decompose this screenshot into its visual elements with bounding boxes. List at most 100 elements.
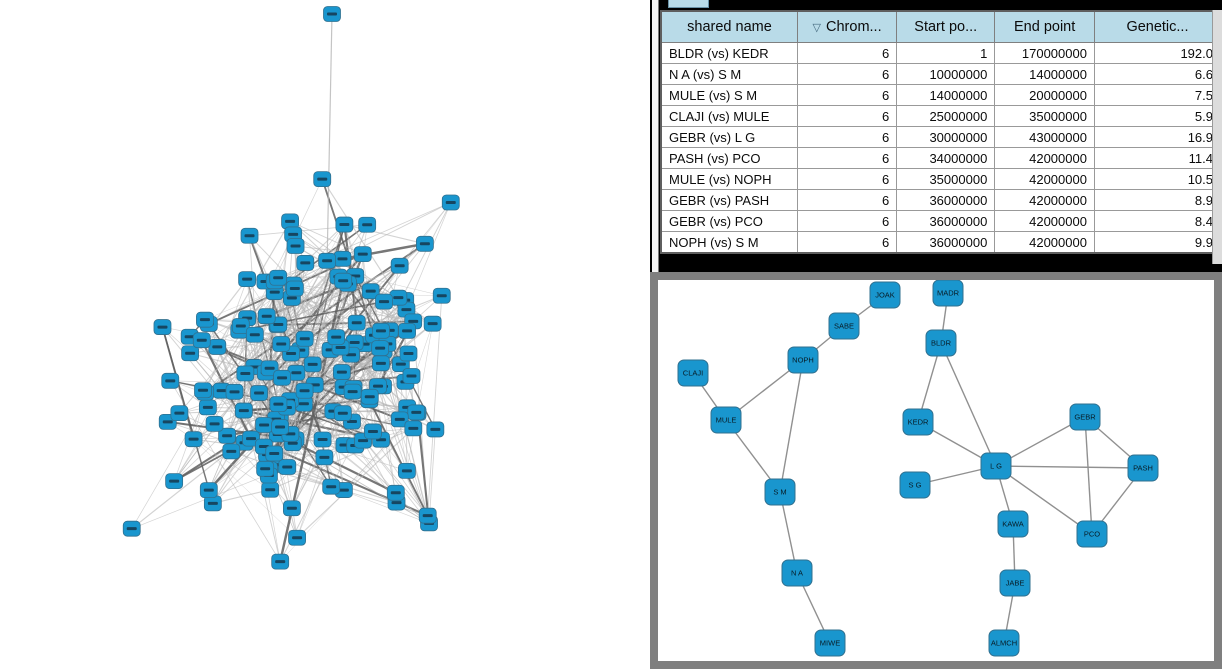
network-edge[interactable]	[295, 245, 363, 255]
table-cell[interactable]: 42000000	[994, 189, 1095, 211]
network-node[interactable]: SABE	[828, 312, 860, 340]
network-node[interactable]	[278, 459, 297, 475]
network-edge[interactable]	[364, 344, 374, 432]
table-cell[interactable]: 8.4	[1093, 210, 1222, 232]
network-edge[interactable]	[344, 224, 426, 245]
network-edge[interactable]	[399, 202, 452, 266]
table-cell[interactable]: 25000000	[896, 105, 996, 127]
network-node[interactable]	[271, 553, 290, 570]
network-node[interactable]	[238, 271, 257, 288]
network-node[interactable]: MULE	[710, 406, 742, 434]
main-network-panel[interactable]	[0, 0, 650, 669]
table-cell[interactable]: 11.4	[1093, 147, 1222, 169]
network-edge[interactable]	[189, 353, 275, 454]
table-cell[interactable]: 8.9	[1093, 189, 1222, 211]
table-cell[interactable]: NOPH (vs) S M	[660, 231, 798, 254]
network-edge[interactable]	[338, 276, 408, 472]
network-node[interactable]	[423, 315, 442, 332]
network-node[interactable]	[231, 318, 250, 334]
table-cell[interactable]: 6	[796, 189, 898, 211]
network-node[interactable]	[184, 431, 203, 448]
table-cell[interactable]: 192.0	[1093, 42, 1222, 64]
table-row[interactable]: NOPH (vs) S M 6 36000000 42000000 9.9	[660, 231, 1222, 254]
table-cell[interactable]: 6	[796, 84, 898, 106]
network-node[interactable]	[432, 287, 451, 304]
table-cell[interactable]: PASH (vs) PCO	[660, 147, 798, 169]
table-cell[interactable]: GEBR (vs) PASH	[660, 189, 798, 211]
network-node[interactable]	[415, 235, 434, 252]
network-node[interactable]	[335, 216, 354, 233]
table-cell[interactable]: 14000000	[994, 63, 1095, 85]
network-edge[interactable]	[354, 445, 397, 494]
network-edge[interactable]	[296, 457, 325, 538]
table-cell[interactable]: 9.9	[1093, 231, 1222, 254]
network-node[interactable]	[390, 257, 409, 274]
network-node[interactable]	[122, 520, 141, 537]
table-cell[interactable]: 6	[796, 147, 898, 169]
network-edge[interactable]	[779, 359, 804, 493]
network-node[interactable]	[203, 495, 222, 512]
network-node[interactable]	[250, 385, 268, 401]
table-cell[interactable]: 6	[796, 231, 898, 254]
network-edge[interactable]	[274, 281, 337, 338]
network-node[interactable]	[333, 250, 352, 267]
network-node[interactable]	[165, 473, 184, 490]
network-node[interactable]	[236, 365, 255, 382]
table-cell[interactable]: 10000000	[896, 63, 996, 85]
network-node[interactable]	[205, 415, 224, 432]
network-edge[interactable]	[354, 275, 436, 430]
network-node[interactable]	[323, 6, 341, 22]
network-node[interactable]	[196, 311, 214, 328]
network-node[interactable]	[347, 314, 366, 331]
network-edge[interactable]	[321, 178, 399, 299]
network-edge[interactable]	[278, 283, 349, 325]
network-node[interactable]	[295, 330, 314, 347]
network-edge[interactable]	[406, 323, 433, 471]
table-cell[interactable]: 6	[796, 168, 898, 190]
column-header-chrom-[interactable]: ▽ Chrom...	[796, 10, 898, 43]
table-cell[interactable]: 42000000	[994, 168, 1095, 190]
table-row[interactable]: GEBR (vs) PASH 6 36000000 42000000 8.9	[660, 189, 1222, 211]
table-cell[interactable]: BLDR (vs) KEDR	[660, 42, 798, 64]
network-node[interactable]	[255, 417, 274, 433]
network-node[interactable]	[313, 431, 332, 448]
network-node[interactable]	[398, 322, 416, 339]
column-header-genetic-[interactable]: Genetic...	[1093, 10, 1222, 43]
network-node[interactable]: CLAJI	[677, 359, 709, 387]
network-node[interactable]	[225, 383, 244, 400]
table-cell[interactable]: 14000000	[896, 84, 996, 106]
table-cell[interactable]: 6	[796, 210, 898, 232]
network-node[interactable]	[334, 272, 353, 289]
network-node[interactable]: JABE	[999, 569, 1031, 597]
network-node[interactable]	[181, 345, 200, 362]
network-node[interactable]	[398, 462, 416, 479]
network-node[interactable]	[269, 396, 288, 413]
network-node[interactable]	[269, 269, 288, 286]
network-node[interactable]	[272, 336, 291, 352]
network-edge[interactable]	[1084, 416, 1093, 535]
network-node[interactable]	[418, 507, 437, 524]
column-header-end-point[interactable]: End point	[994, 10, 1095, 43]
network-node[interactable]	[296, 255, 315, 271]
network-edge[interactable]	[239, 300, 385, 332]
network-node[interactable]	[240, 227, 259, 244]
network-node[interactable]	[295, 382, 314, 399]
table-row[interactable]: CLAJI (vs) MULE 6 25000000 35000000 5.9	[660, 105, 1222, 127]
network-node[interactable]	[234, 402, 253, 419]
network-node[interactable]	[372, 322, 390, 339]
network-node[interactable]	[218, 427, 237, 444]
table-cell[interactable]: 36000000	[896, 189, 996, 211]
network-node[interactable]	[199, 482, 218, 499]
network-node[interactable]	[353, 246, 372, 263]
network-node[interactable]	[386, 484, 405, 501]
network-node[interactable]	[333, 405, 352, 422]
table-cell[interactable]: 43000000	[994, 126, 1095, 148]
network-node[interactable]	[318, 252, 337, 269]
table-cell[interactable]: 42000000	[994, 231, 1095, 254]
network-node[interactable]	[283, 500, 301, 517]
table-cell[interactable]: 170000000	[994, 42, 1095, 64]
network-node[interactable]	[313, 171, 332, 187]
network-node[interactable]	[257, 308, 276, 325]
table-cell[interactable]: 6	[796, 126, 898, 148]
table-row[interactable]: N A (vs) S M 6 10000000 14000000 6.6	[660, 63, 1222, 85]
